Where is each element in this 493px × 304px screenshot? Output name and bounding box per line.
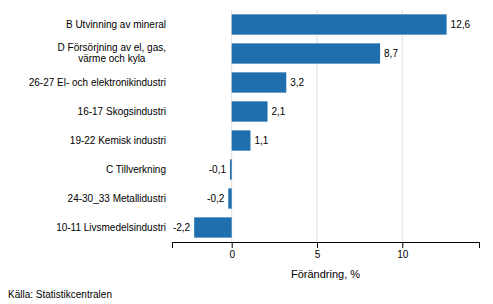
data-label: 8,7 — [384, 48, 398, 59]
data-label: -2,2 — [173, 222, 191, 233]
bar — [228, 188, 231, 208]
y-tick-label: B Utvinning av mineral — [66, 19, 166, 30]
x-axis-line — [173, 243, 480, 249]
y-tick: 16-17 Skogsindustri — [78, 106, 166, 117]
bar — [194, 217, 232, 237]
bar — [232, 43, 380, 63]
y-tick-label: 19-22 Kemisk industri — [70, 135, 166, 146]
data-label: -0,2 — [207, 193, 225, 204]
plot: 0 5 10 B Utvinning av mineral D Försörjning … — [29, 10, 480, 260]
y-tick: D Försörjning av el, gas,värme och kyla — [58, 42, 166, 64]
y-tick-label: 26-27 El- och elektronikindustri — [29, 77, 166, 88]
x-tick-mark — [317, 242, 318, 248]
bar — [232, 14, 447, 34]
bar — [232, 130, 251, 150]
data-label: 12,6 — [451, 19, 471, 30]
data-labels: -2,2 -0,2 -0,1 1,1 2,1 3,2 8,7 12,6 — [173, 19, 471, 233]
x-tick-mark — [232, 242, 233, 248]
y-tick: 10-11 Livsmedelsindustri — [56, 222, 166, 233]
data-label: 2,1 — [272, 106, 286, 117]
bar — [232, 101, 268, 121]
y-tick-label-line: 19-22 Kemisk industri — [70, 135, 166, 146]
grid — [232, 10, 403, 242]
data-label: 1,1 — [254, 135, 268, 146]
x-tick-label: 10 — [397, 249, 409, 260]
chart: 0 5 10 B Utvinning av mineral D Försörjning … — [0, 0, 493, 304]
y-axis: B Utvinning av mineral D Försörjning av e… — [29, 19, 166, 233]
y-tick-label-line: B Utvinning av mineral — [66, 19, 166, 30]
data-label: -0,1 — [209, 164, 227, 175]
y-tick-label-line: C Tillverkning — [106, 164, 166, 175]
y-tick: 24-30_33 Metallidustri — [68, 193, 166, 204]
bar — [232, 72, 287, 92]
x-tick: 0 — [229, 242, 235, 260]
y-tick-label-line: 10-11 Livsmedelsindustri — [56, 222, 166, 233]
y-tick-label-line: värme och kyla — [78, 53, 146, 64]
chart-container: 0 5 10 B Utvinning av mineral D Försörjning … — [0, 0, 493, 304]
x-tick: 10 — [397, 242, 409, 260]
y-tick: 19-22 Kemisk industri — [70, 135, 166, 146]
y-tick-label-line: 26-27 El- och elektronikindustri — [29, 77, 166, 88]
y-tick: C Tillverkning — [106, 164, 166, 175]
y-tick-label: 10-11 Livsmedelsindustri — [56, 222, 166, 233]
y-tick: B Utvinning av mineral — [66, 19, 166, 30]
y-tick-label-line: 24-30_33 Metallidustri — [68, 193, 166, 204]
bar — [230, 159, 232, 179]
y-tick-label: 16-17 Skogsindustri — [78, 106, 166, 117]
x-axis: 0 5 10 — [173, 242, 480, 260]
y-tick: 26-27 El- och elektronikindustri — [29, 77, 166, 88]
x-tick: 5 — [315, 242, 321, 260]
x-tick-label: 0 — [229, 249, 235, 260]
y-tick-label-line: 16-17 Skogsindustri — [78, 106, 166, 117]
grid-line — [402, 10, 403, 242]
x-axis-title: Förändring, % — [291, 268, 360, 280]
y-tick-label-line: D Försörjning av el, gas, — [58, 42, 166, 53]
x-tick-mark — [402, 242, 403, 248]
x-tick-label: 5 — [315, 249, 321, 260]
y-tick-label: 24-30_33 Metallidustri — [68, 193, 166, 204]
y-tick-label: D Försörjning av el, gas,värme och kyla — [58, 42, 166, 64]
data-label: 3,2 — [290, 77, 304, 88]
bars — [194, 14, 446, 237]
source-note: Källa: Statistikcentralen — [8, 289, 112, 300]
y-tick-label: C Tillverkning — [106, 164, 166, 175]
